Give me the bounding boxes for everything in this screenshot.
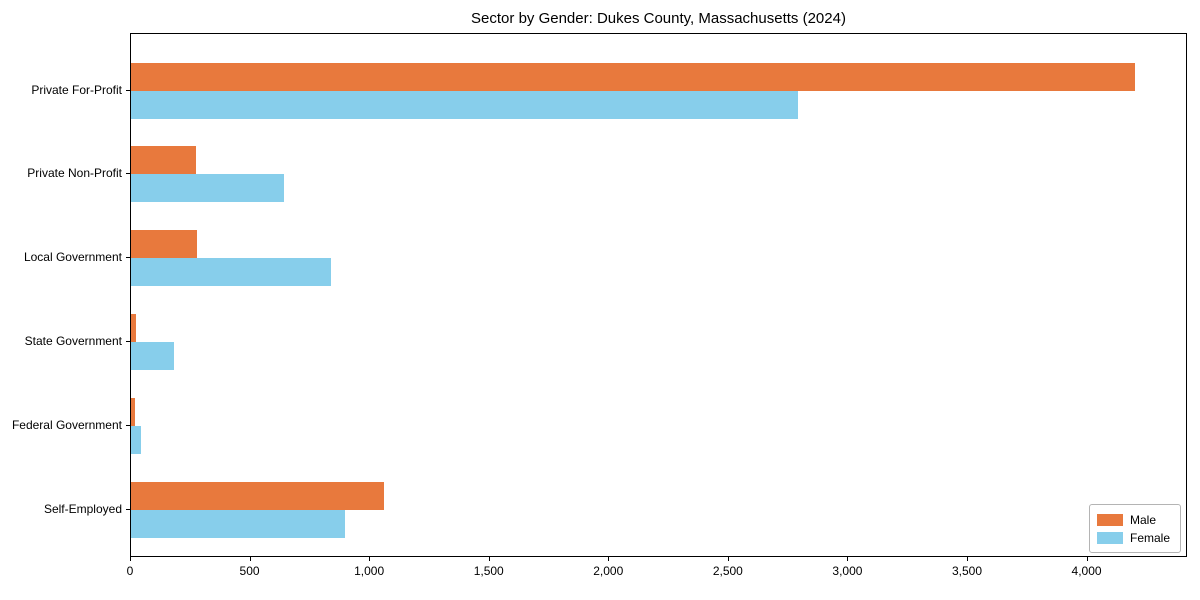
x-tick-label: 0 bbox=[126, 564, 134, 578]
legend-label-male: Male bbox=[1130, 512, 1157, 527]
bar-female-self-employed bbox=[131, 509, 345, 538]
bar-male-state-government bbox=[131, 313, 136, 342]
y-tick-label-federal-government: Federal Government bbox=[11, 417, 122, 432]
y-tick-mark bbox=[126, 340, 130, 342]
x-tick-mark bbox=[488, 557, 490, 561]
bar-female-state-government bbox=[131, 341, 174, 370]
x-tick-mark bbox=[369, 557, 371, 561]
x-tick-mark bbox=[1086, 557, 1088, 561]
bar-male-federal-government bbox=[131, 397, 135, 426]
y-tick-label-local-government: Local Government bbox=[23, 250, 122, 265]
bar-female-private-for-profit bbox=[131, 90, 798, 119]
plot-area bbox=[130, 33, 1187, 557]
bar-male-local-government bbox=[131, 230, 197, 259]
bar-male-private-non-profit bbox=[131, 146, 196, 175]
x-tick-label: 1,500 bbox=[473, 564, 504, 578]
y-tick-label-private-non-profit: Private Non-Profit bbox=[27, 166, 122, 181]
y-tick-mark bbox=[126, 257, 130, 259]
legend-swatch-female-icon bbox=[1097, 531, 1123, 544]
x-tick-label: 2,500 bbox=[712, 564, 743, 578]
y-tick-mark bbox=[126, 424, 130, 426]
x-tick-mark bbox=[130, 557, 131, 561]
x-tick-mark bbox=[966, 557, 968, 561]
bar-male-self-employed bbox=[131, 481, 384, 510]
x-tick-label: 3,000 bbox=[832, 564, 863, 578]
x-tick-label: 3,500 bbox=[951, 564, 982, 578]
x-tick-label: 1,000 bbox=[354, 564, 385, 578]
y-tick-label-private-for-profit: Private For-Profit bbox=[31, 82, 122, 97]
y-tick-mark bbox=[126, 508, 130, 510]
legend-label-female: Female bbox=[1130, 530, 1171, 545]
y-tick-label-state-government: State Government bbox=[24, 333, 122, 348]
legend-item-female: Female bbox=[1097, 530, 1173, 545]
x-tick-mark bbox=[608, 557, 610, 561]
bar-female-local-government bbox=[131, 258, 331, 287]
x-tick-label: 500 bbox=[239, 564, 260, 578]
legend-swatch-male-icon bbox=[1097, 513, 1123, 526]
x-tick-mark bbox=[847, 557, 849, 561]
x-tick-mark bbox=[727, 557, 729, 561]
x-tick-mark bbox=[249, 557, 251, 561]
bar-female-private-non-profit bbox=[131, 174, 284, 203]
x-tick-label: 4,000 bbox=[1071, 564, 1102, 578]
y-tick-label-self-employed: Self-Employed bbox=[43, 501, 122, 516]
legend: Male Female bbox=[1089, 504, 1181, 553]
legend-item-male: Male bbox=[1097, 512, 1173, 527]
x-tick-label: 2,000 bbox=[593, 564, 624, 578]
bar-female-federal-government bbox=[131, 425, 141, 454]
bar-male-private-for-profit bbox=[131, 62, 1135, 91]
y-tick-mark bbox=[126, 89, 130, 91]
chart-title: Sector by Gender: Dukes County, Massachu… bbox=[471, 10, 846, 27]
y-tick-mark bbox=[126, 173, 130, 175]
